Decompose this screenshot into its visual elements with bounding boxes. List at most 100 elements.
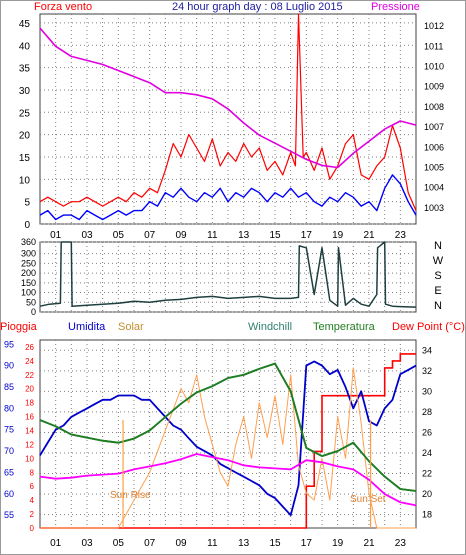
weather-x-tick: 07 — [144, 538, 156, 549]
weather-series — [39, 353, 417, 529]
wind-x-tick: 07 — [144, 230, 156, 241]
legend-pioggia: Pioggia — [0, 321, 38, 333]
wind-y-tick: 30 — [19, 86, 31, 97]
wind-x-tick: 21 — [363, 230, 375, 241]
wind-x-tick: 05 — [113, 230, 125, 241]
wind-y-tick: 35 — [19, 64, 31, 75]
weather-panel: 5560657075808590950246810121416182022242… — [4, 339, 432, 549]
pressure-y-tick: 1012 — [424, 21, 444, 31]
wind-y-tick: 10 — [19, 175, 31, 186]
direction-compass-label: N — [434, 240, 442, 252]
temp-y-tick: 26 — [422, 427, 432, 437]
pressure-title: Pressione — [371, 1, 420, 13]
weather-tick-labels: 5560657075808590950246810121416182022242… — [4, 339, 432, 549]
pressure-y-tick: 1011 — [424, 41, 443, 51]
weather-x-tick: 09 — [175, 538, 187, 549]
weather-x-tick: 13 — [238, 538, 250, 549]
weather-x-tick: 19 — [332, 538, 344, 549]
legend-temperatura: Temperatura — [313, 321, 376, 333]
pressure-y-tick: 1004 — [424, 183, 444, 193]
wind-x-tick: 11 — [207, 230, 218, 241]
humidity-y-tick: 90 — [4, 361, 14, 371]
wind-y-tick: 20 — [19, 131, 31, 142]
direction-y-tick: 360 — [21, 237, 36, 247]
sunrise-label: Sun Rise — [110, 490, 151, 501]
weather-x-tick: 21 — [363, 538, 375, 549]
weather-x-tick: 01 — [50, 538, 62, 549]
legend-solar: Solar — [118, 321, 144, 333]
wind-x-tick: 17 — [301, 230, 313, 241]
direction-y-tick: 50 — [26, 297, 36, 307]
wind-series — [39, 13, 417, 221]
humidity-y-tick: 75 — [4, 425, 14, 435]
pressure-line — [39, 27, 417, 169]
direction-y-tick: 100 — [21, 288, 36, 298]
wind-gust-line — [39, 174, 417, 221]
wind-tick-labels: 0510152025303540451003100410051006100710… — [19, 19, 444, 241]
legend-windchill: Windchill — [248, 321, 292, 333]
legend-dewpoint: Dew Point (°C) — [392, 321, 465, 333]
temp-y-tick: 24 — [422, 448, 432, 458]
direction-y-tick: 0 — [31, 307, 36, 317]
rain-y-tick: 16 — [25, 413, 34, 422]
temp-y-tick: 22 — [422, 469, 432, 479]
wind-x-tick: 15 — [269, 230, 281, 241]
direction-y-tick: 250 — [21, 258, 36, 268]
wind-y-tick: 45 — [19, 19, 31, 30]
direction-y-tick: 300 — [21, 249, 36, 259]
wind-y-tick: 15 — [19, 153, 31, 164]
humidity-y-tick: 70 — [4, 446, 14, 456]
pressure-y-tick: 1007 — [424, 122, 444, 132]
temperature-line — [39, 362, 417, 492]
pressure-y-tick: 1008 — [424, 102, 444, 112]
rain-y-tick: 10 — [25, 454, 34, 463]
weather-grid — [40, 340, 416, 528]
temp-y-tick: 20 — [422, 489, 432, 499]
wind-y-tick: 5 — [24, 198, 30, 209]
wind-x-tick: 03 — [81, 230, 93, 241]
temp-y-tick: 34 — [422, 345, 432, 355]
pressure-y-tick: 1006 — [424, 142, 444, 152]
direction-compass-label: E — [434, 285, 441, 297]
wind-direction-line — [39, 241, 417, 308]
direction-grid — [40, 241, 416, 313]
wind-x-tick: 19 — [332, 230, 344, 241]
weather-x-tick: 15 — [269, 538, 281, 549]
direction-y-tick: 200 — [21, 268, 36, 278]
wind-x-tick: 01 — [50, 230, 62, 241]
rain-y-tick: 14 — [25, 427, 34, 436]
wind-y-tick: 25 — [19, 108, 31, 119]
pressure-y-tick: 1003 — [424, 203, 444, 213]
rain-y-tick: 26 — [25, 343, 34, 352]
pressure-y-tick: 1010 — [424, 62, 444, 72]
wind-y-tick: 40 — [19, 41, 31, 52]
weather-x-tick: 11 — [207, 538, 218, 549]
direction-series — [39, 241, 417, 308]
wind-x-tick: 13 — [238, 230, 250, 241]
weather-x-tick: 05 — [113, 538, 125, 549]
pressure-y-tick: 1005 — [424, 162, 444, 172]
rain-y-tick: 2 — [30, 510, 35, 519]
wind-y-tick: 0 — [24, 220, 30, 231]
humidity-y-tick: 85 — [4, 382, 14, 392]
solar-line — [40, 367, 416, 529]
weather-x-tick: 23 — [395, 538, 407, 549]
pressure-y-tick: 1009 — [424, 82, 444, 92]
humidity-y-tick: 80 — [4, 403, 14, 413]
temp-y-tick: 18 — [422, 510, 432, 520]
wind-x-tick: 23 — [395, 230, 407, 241]
rain-y-tick: 8 — [30, 468, 35, 477]
direction-compass-label: N — [434, 300, 442, 312]
wind-x-tick: 09 — [175, 230, 187, 241]
weather-x-tick: 03 — [81, 538, 93, 549]
sunset-label: Sun Set — [350, 494, 386, 505]
weather-x-tick: 17 — [301, 538, 313, 549]
rain-y-tick: 22 — [25, 371, 34, 380]
rain-y-tick: 18 — [25, 399, 34, 408]
wind-pressure-panel: 0510152025303540451003100410051006100710… — [19, 13, 444, 241]
humidity-y-tick: 55 — [4, 510, 14, 520]
